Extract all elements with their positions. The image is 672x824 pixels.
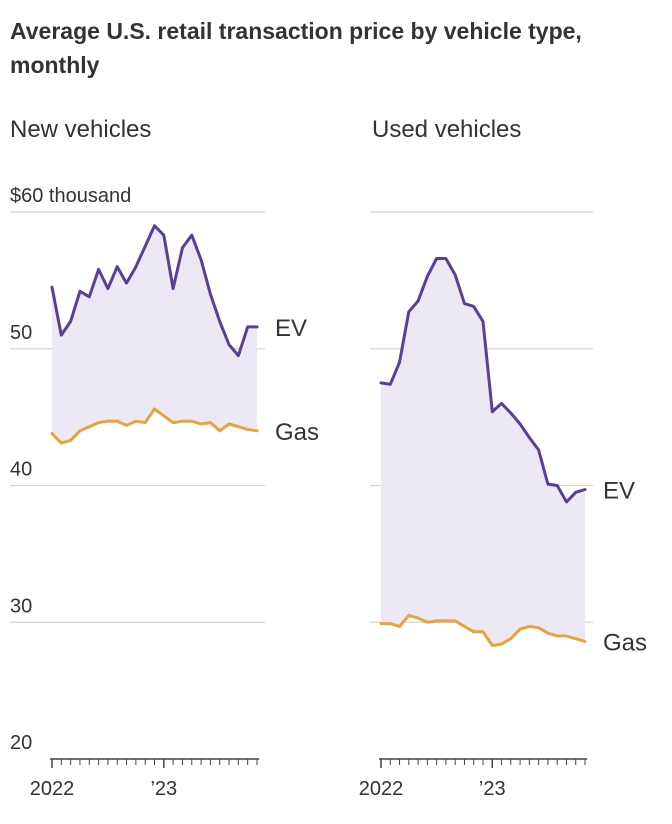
x-tick-label: ’23 [150, 778, 177, 800]
y-tick-label: 30 [10, 595, 32, 617]
y-tick-label: 50 [10, 322, 32, 344]
ev-line-used [379, 257, 587, 504]
gas-line-used [379, 613, 587, 647]
gas-series-label: Gas [275, 419, 319, 446]
panel-title-used: Used vehicles [372, 116, 522, 143]
ev-gas-gap-area [381, 258, 585, 646]
chart-title: Average U.S. retail transaction price by… [10, 18, 582, 78]
y-tick-label: 20 [10, 732, 32, 754]
x-tick-label: ’23 [479, 778, 506, 800]
ev-series-label: EV [275, 315, 307, 342]
gas-line-new [50, 407, 259, 445]
x-tick-label: 2022 [30, 778, 75, 800]
y-tick-label: 40 [10, 459, 32, 481]
panel-title-new: New vehicles [10, 116, 152, 143]
gas-series-label: Gas [603, 629, 647, 656]
x-tick-label: 2022 [359, 778, 404, 800]
y-tick-label: $60 thousand [10, 185, 131, 207]
ev-line-new [50, 224, 259, 358]
ev-series-label: EV [603, 478, 635, 505]
